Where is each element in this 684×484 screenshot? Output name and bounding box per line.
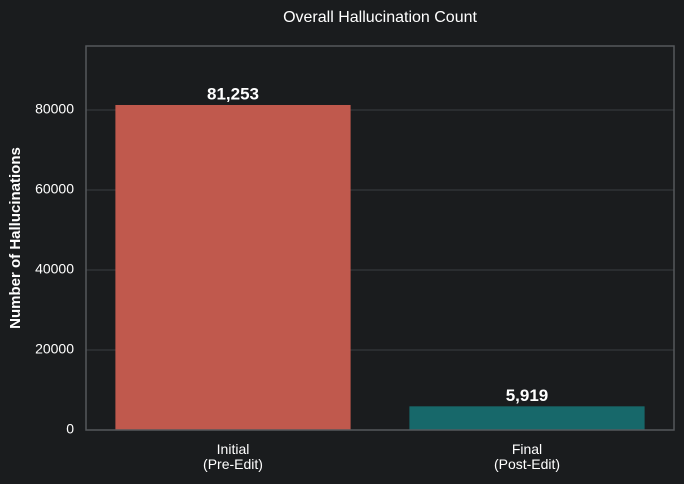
y-tick-label: 20000: [35, 341, 74, 357]
plot-frame: [85, 45, 675, 431]
y-tick-label: 40000: [35, 261, 74, 277]
value-label: 81,253: [207, 84, 259, 103]
y-tick-label: 60000: [35, 181, 74, 197]
y-axis-label: Number of Hallucinations: [7, 147, 24, 329]
bar: [115, 104, 351, 430]
chart-title: Overall Hallucination Count: [283, 9, 477, 26]
x-tick-label: Initial (Pre-Edit): [203, 441, 263, 472]
y-tick-label: 0: [66, 421, 74, 437]
y-tick-label: 80000: [35, 101, 74, 117]
x-tick-label: Final (Post-Edit): [493, 441, 561, 472]
bar: [409, 406, 645, 430]
value-label: 5,919: [506, 386, 549, 405]
